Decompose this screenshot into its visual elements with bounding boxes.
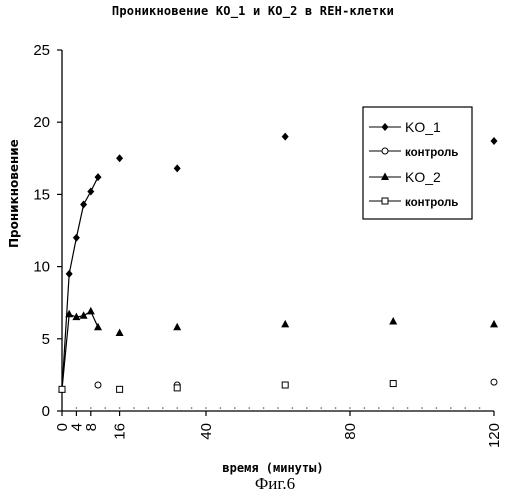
data-point [490, 320, 498, 328]
data-point [282, 382, 288, 388]
y-axis-label: Проникновение [7, 188, 21, 248]
data-point [80, 201, 87, 209]
legend-label: контроль [405, 197, 458, 209]
baseline-dot [450, 407, 452, 409]
y-tick-label: 20 [33, 114, 50, 131]
data-point [491, 379, 497, 385]
data-point [281, 320, 289, 328]
baseline-dot [292, 407, 294, 409]
series-4 [59, 381, 396, 393]
series-line [62, 311, 98, 389]
data-point [59, 386, 65, 392]
data-point [116, 154, 123, 162]
baseline-dot [320, 407, 322, 409]
data-point [94, 323, 102, 331]
baseline-dot [104, 407, 106, 409]
series-3 [58, 307, 498, 392]
baseline-dot [392, 407, 394, 409]
baseline-dot [364, 407, 366, 409]
baseline-dot [306, 407, 308, 409]
legend-label: KO_1 [405, 119, 441, 135]
baseline-dot [76, 407, 78, 409]
legend: KO_1 контроль KO_2 контроль [363, 107, 472, 219]
data-point [87, 307, 95, 315]
data-point [174, 164, 181, 172]
baseline-dot [464, 407, 466, 409]
baseline-dot [436, 407, 438, 409]
legend-label: KO_2 [405, 169, 441, 185]
series-line [62, 177, 98, 389]
baseline-dot [205, 407, 207, 409]
baseline-dot [349, 407, 351, 409]
legend-marker [382, 198, 388, 204]
baseline-dot [248, 407, 250, 409]
baseline-dot [90, 407, 92, 409]
data-point [116, 329, 124, 337]
legend-marker [382, 148, 388, 154]
baseline-dot [335, 407, 337, 409]
series-2 [59, 379, 497, 392]
baseline-dot [119, 407, 121, 409]
baseline-dot [234, 407, 236, 409]
baseline-dot [263, 407, 265, 409]
data-point [87, 188, 94, 196]
baseline-dot [378, 407, 380, 409]
x-tick-label: 8 [83, 423, 100, 431]
baseline-dot [479, 407, 481, 409]
data-point [80, 311, 88, 319]
y-tick-label: 25 [33, 42, 50, 59]
data-point [66, 270, 73, 278]
data-point [174, 385, 180, 391]
data-point [95, 173, 102, 181]
y-tick-label: 10 [33, 259, 50, 276]
data-point [491, 137, 498, 145]
data-point [173, 323, 181, 331]
data-point [390, 381, 396, 387]
data-point [95, 382, 101, 388]
data-point [389, 317, 397, 325]
baseline-dot [191, 407, 193, 409]
baseline-dot [407, 407, 409, 409]
data-point [282, 133, 289, 141]
baseline-dot [176, 407, 178, 409]
x-tick-label: 40 [198, 423, 215, 440]
legend-label: контроль [405, 147, 458, 159]
baseline-dot [148, 407, 150, 409]
data-point [73, 234, 80, 242]
y-tick-label: 5 [42, 331, 50, 348]
baseline-dot [162, 407, 164, 409]
x-tick-label: 120 [486, 423, 503, 448]
y-tick-label: 0 [42, 403, 50, 420]
x-tick-label: 80 [342, 423, 359, 440]
baseline-dot [133, 407, 135, 409]
x-axis-label: время (минуты) [0, 461, 506, 475]
figure-caption: Фиг.6 [0, 474, 506, 494]
x-tick-label: 16 [112, 423, 129, 440]
baseline-dot [277, 407, 279, 409]
data-point [117, 386, 123, 392]
y-tick-label: 15 [33, 186, 50, 203]
baseline-dot [421, 407, 423, 409]
baseline-dot [220, 407, 222, 409]
